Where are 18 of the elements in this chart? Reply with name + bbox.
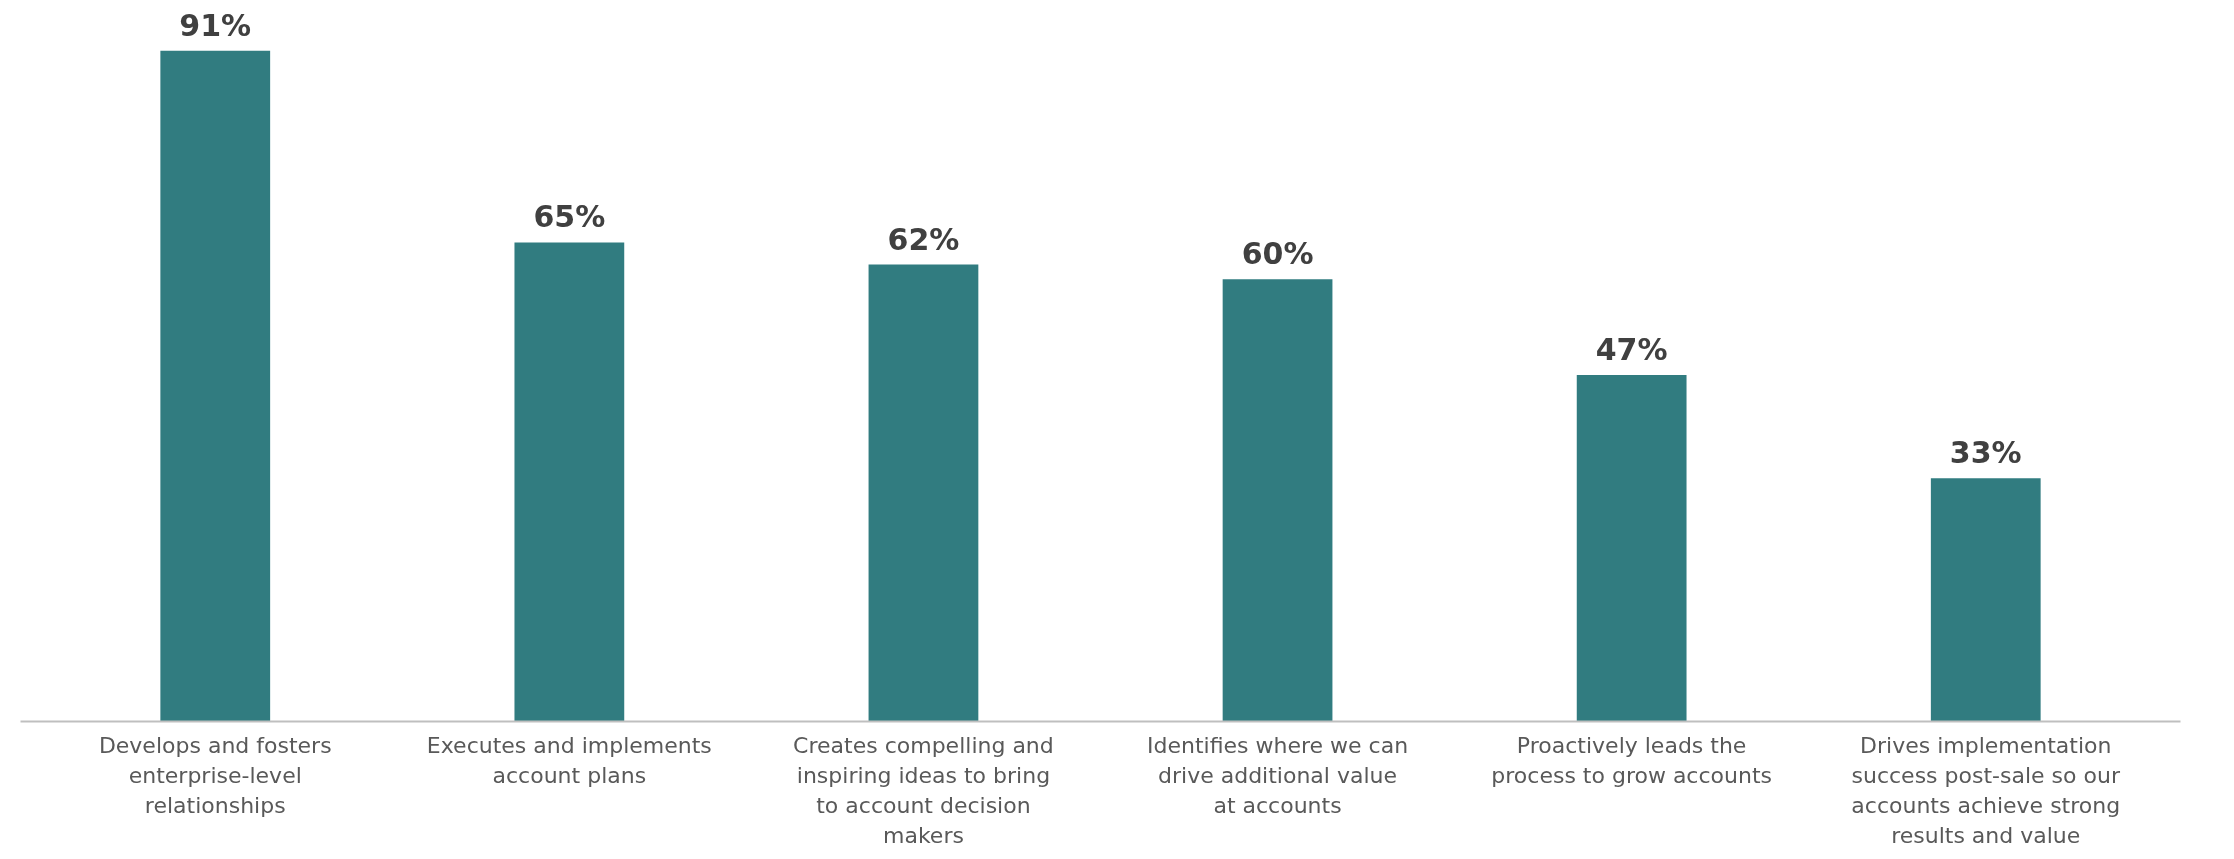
data-label: 65%	[533, 199, 606, 235]
data-label: 60%	[1241, 236, 1314, 272]
data-label: 62%	[887, 221, 960, 257]
data-label: 91%	[179, 7, 252, 43]
x-tick-label: Identifies where we can drive additional value at accounts	[1146, 732, 1409, 818]
bar	[1222, 279, 1333, 722]
x-tick-label: Executes and implements account plans	[426, 732, 712, 788]
data-label: 47%	[1595, 332, 1668, 368]
data-label: 33%	[1949, 435, 2022, 471]
x-tick-label: Develops and fosters enterprise-level relationships	[98, 732, 332, 818]
bar	[1930, 478, 2041, 722]
x-tick-label: Creates compelling and inspiring ideas to bring to account decision makers	[793, 732, 1054, 848]
bar	[868, 264, 979, 722]
bar	[514, 242, 625, 722]
bar	[1576, 375, 1687, 722]
x-tick-label: Drives implementation success post-sale so our accounts achieve strong results and value	[1851, 732, 2121, 848]
x-tick-label: Proactively leads the process to grow accounts	[1491, 732, 1772, 788]
bar	[160, 50, 271, 722]
